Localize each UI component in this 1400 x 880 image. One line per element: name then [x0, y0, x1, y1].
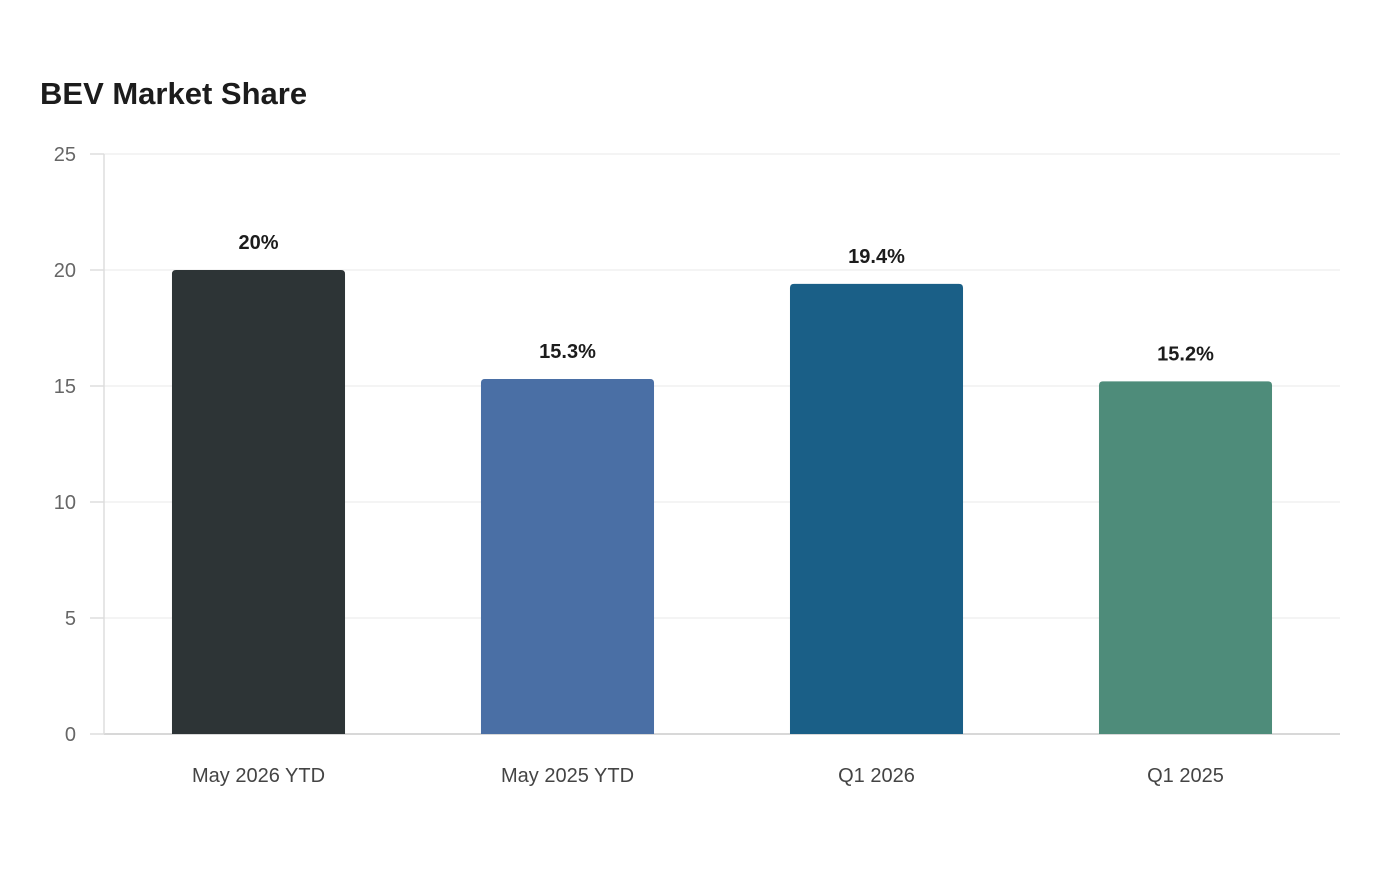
data-label: 19.4%: [848, 246, 905, 268]
y-tick-label: 10: [54, 492, 76, 514]
y-tick-label: 15: [54, 376, 76, 398]
bar: [480, 379, 655, 734]
x-category-label: Q1 2025: [1147, 765, 1224, 787]
chart-title: BEV Market Share: [40, 76, 308, 111]
y-tick-label: 20: [54, 260, 76, 282]
x-category-label: May 2026 YTD: [192, 765, 325, 787]
bar: [789, 283, 964, 734]
x-category-label: May 2025 YTD: [501, 765, 634, 787]
bar: [1098, 381, 1273, 734]
y-tick-label: 0: [65, 724, 76, 746]
data-label: 15.3%: [539, 341, 596, 363]
y-tick-label: 5: [65, 608, 76, 630]
data-label: 20%: [238, 232, 278, 254]
y-tick-label: 25: [54, 144, 76, 166]
bar: [171, 270, 346, 734]
data-label: 15.2%: [1157, 343, 1214, 365]
x-category-label: Q1 2026: [838, 765, 915, 787]
